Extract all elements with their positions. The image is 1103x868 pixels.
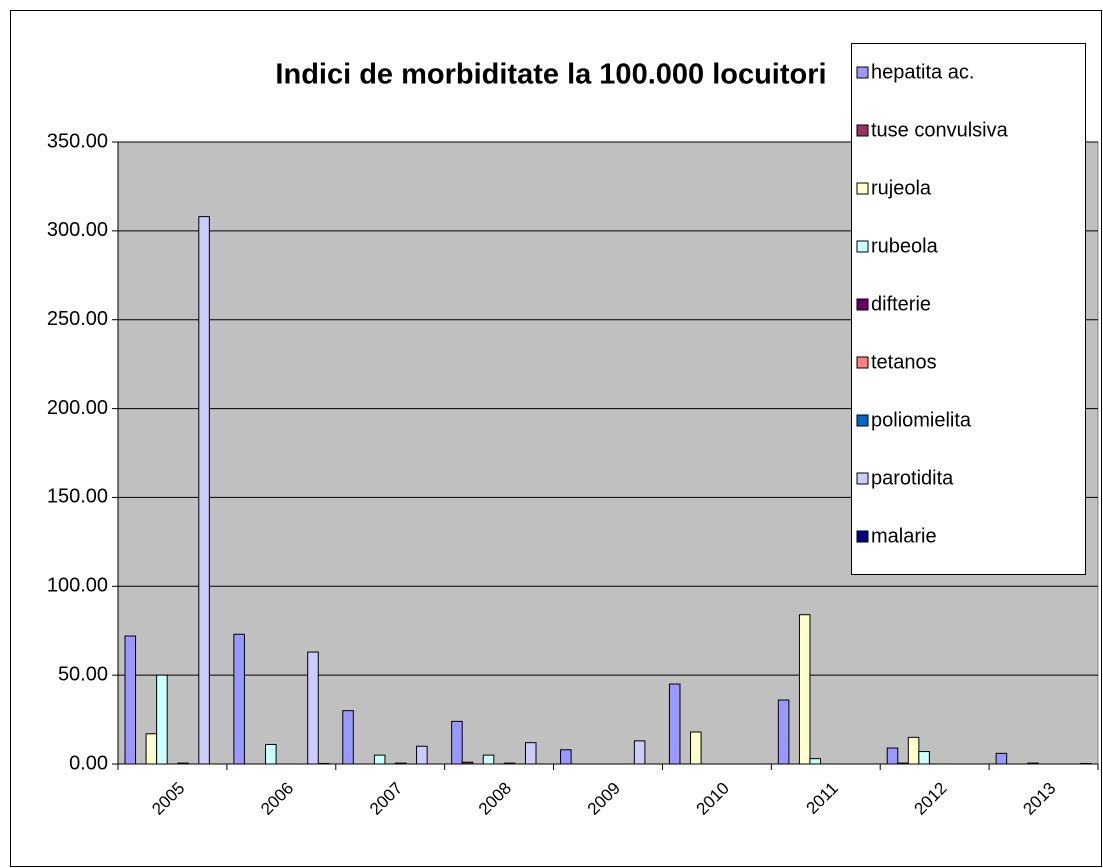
bar (503, 762, 516, 765)
legend-swatch (856, 182, 869, 195)
y-tick-label: 150.00 (47, 486, 108, 508)
legend-swatch (856, 298, 869, 311)
bar (265, 743, 277, 765)
bar (1027, 762, 1039, 765)
bar (373, 754, 386, 765)
legend-swatch (856, 356, 869, 369)
bar (886, 747, 899, 765)
bar (907, 736, 920, 765)
bar (198, 216, 210, 765)
legend: hepatita ac. tuse convulsiva rujeola rubeol… (851, 43, 1086, 575)
bar (451, 720, 463, 765)
legend-swatch (856, 530, 869, 543)
legend-label: difterie (871, 293, 931, 315)
bar (1079, 762, 1092, 765)
y-tick-label: 0.00 (69, 752, 108, 774)
bar (233, 633, 245, 765)
bar (524, 742, 537, 765)
bar (156, 674, 168, 765)
bar (690, 731, 702, 765)
y-tick-label: 250.00 (47, 308, 108, 330)
y-tick-label: 350.00 (47, 130, 108, 152)
legend-swatch (856, 124, 869, 137)
bar (809, 758, 822, 765)
legend-label: tuse convulsiva (871, 119, 1009, 141)
bar (342, 710, 354, 765)
bar (798, 614, 811, 765)
legend-swatch (856, 472, 869, 485)
bar (461, 761, 474, 765)
legend-swatch (856, 240, 869, 253)
bar (482, 754, 495, 765)
legend-label: rubeola (871, 235, 939, 257)
bar (416, 745, 428, 765)
bar (633, 740, 646, 765)
legend-label: hepatita ac. (871, 61, 974, 83)
bar (394, 762, 407, 765)
y-tick-label: 50.00 (58, 663, 108, 685)
legend-label: rujeola (871, 177, 932, 199)
bar (560, 749, 572, 765)
bar (897, 762, 909, 765)
chart-title: Indici de morbiditate la 100.000 locuito… (275, 59, 826, 91)
legend-label: parotidita (871, 467, 954, 489)
bar (668, 683, 681, 765)
bar (145, 733, 158, 765)
bar (995, 752, 1008, 765)
y-tick-label: 100.00 (47, 575, 108, 597)
y-tick-label: 200.00 (47, 397, 108, 419)
bar (317, 762, 330, 765)
bar (177, 762, 189, 765)
bar (918, 751, 930, 765)
legend-swatch (856, 414, 869, 427)
legend-label: poliomielita (871, 409, 972, 431)
legend-box (851, 43, 1086, 575)
legend-label: tetanos (871, 351, 937, 373)
bar (777, 699, 790, 765)
legend-label: malarie (871, 525, 937, 547)
legend-swatch (856, 66, 869, 79)
y-tick-label: 300.00 (47, 219, 108, 241)
bar (307, 651, 319, 765)
bar (124, 635, 137, 765)
